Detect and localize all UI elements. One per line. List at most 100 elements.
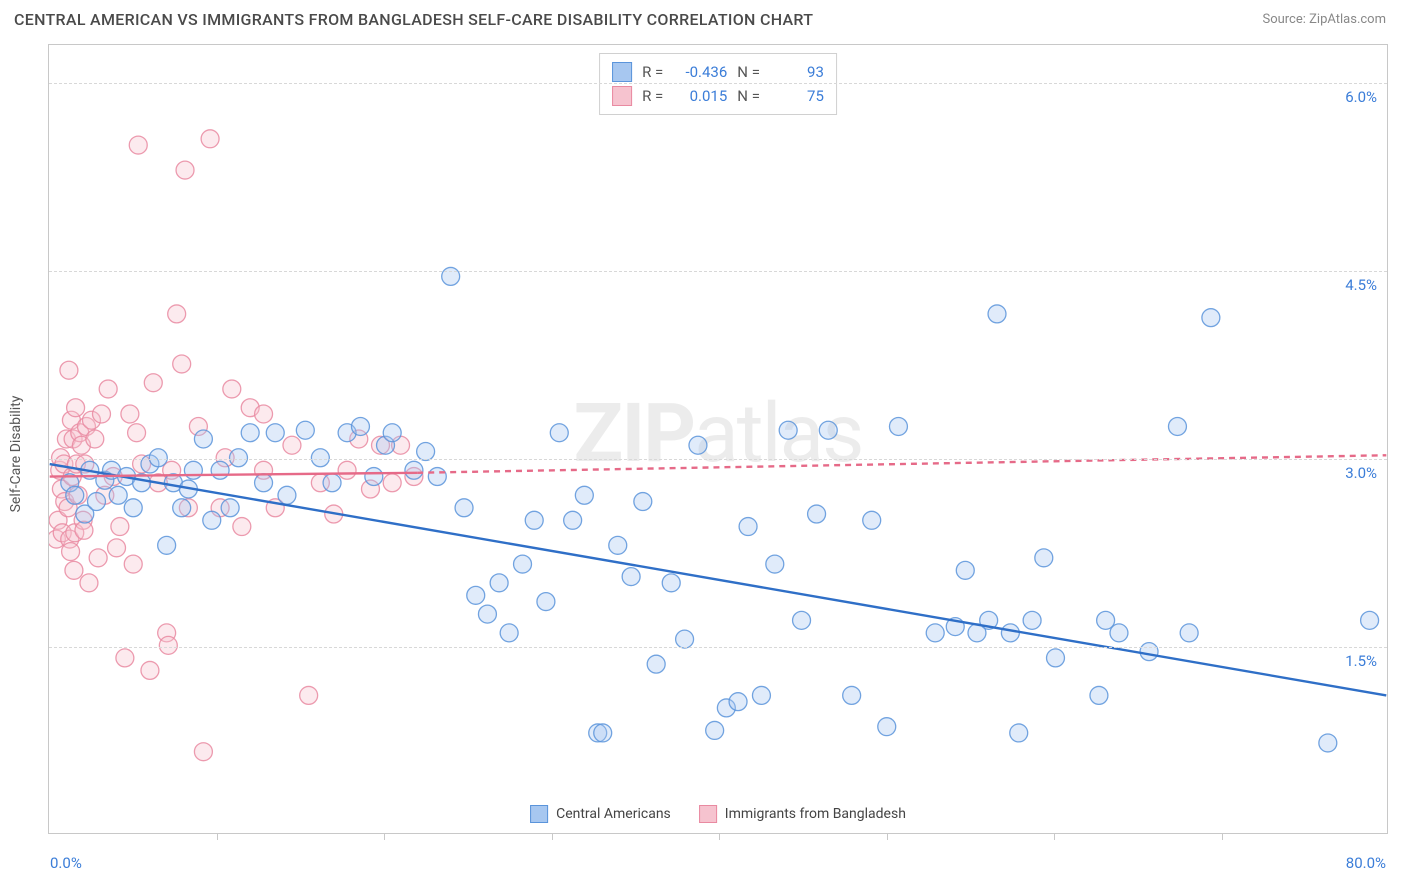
scatter-svg	[49, 45, 1387, 833]
y-tick-label: 3.0%	[1345, 464, 1377, 482]
blue-point	[564, 511, 582, 529]
source-label: Source: ZipAtlas.com	[1262, 12, 1386, 27]
blue-point	[622, 568, 640, 586]
blue-point	[500, 624, 518, 642]
x-tick	[384, 833, 385, 840]
stat-label: N =	[737, 84, 760, 108]
pink-point	[283, 436, 301, 454]
blue-point	[1090, 686, 1108, 704]
y-axis-label: Self-Care Disability	[8, 396, 24, 513]
gridline	[49, 83, 1387, 84]
blue-point	[1010, 724, 1028, 742]
blue-point	[843, 686, 861, 704]
x-axis-min-label: 0.0%	[50, 854, 82, 872]
blue-point	[1180, 624, 1198, 642]
blue-point	[1110, 624, 1128, 642]
blue-point	[594, 724, 612, 742]
blue-point	[752, 686, 770, 704]
pink-point	[129, 136, 147, 154]
pink-point	[93, 405, 111, 423]
blue-point	[478, 605, 496, 623]
legend-stats-row: R = -0.436 N = 93	[612, 60, 824, 84]
blue-point	[124, 499, 142, 517]
blue-point	[278, 486, 296, 504]
pink-point	[383, 474, 401, 492]
blue-point	[739, 518, 757, 536]
pink-point	[233, 518, 251, 536]
pink-point	[75, 521, 93, 539]
blue-point	[634, 493, 652, 511]
pink-point	[141, 661, 159, 679]
x-axis-max-label: 80.0%	[1346, 854, 1386, 872]
blue-point	[296, 421, 314, 439]
pink-point	[65, 561, 83, 579]
blue-point	[689, 436, 707, 454]
legend-swatch-pink	[612, 86, 632, 106]
gridline	[49, 459, 1387, 460]
x-tick	[719, 833, 720, 840]
pink-point	[62, 543, 80, 561]
blue-point	[158, 536, 176, 554]
blue-point	[662, 574, 680, 592]
blue-point	[1001, 624, 1019, 642]
legend-swatch-blue	[612, 62, 632, 82]
blue-point	[1140, 643, 1158, 661]
footer-legend-label: Central Americans	[556, 806, 671, 822]
x-tick	[552, 833, 553, 840]
blue-point	[1202, 309, 1220, 327]
pink-point	[89, 549, 107, 567]
blue-point	[537, 593, 555, 611]
pink-point	[108, 539, 126, 557]
blue-point	[66, 486, 84, 504]
pink-point	[116, 649, 134, 667]
blue-point	[405, 461, 423, 479]
blue-point	[988, 305, 1006, 323]
legend-stats-row: R = 0.015 N = 75	[612, 84, 824, 108]
stat-value: 0.015	[673, 84, 727, 108]
blue-point	[1168, 418, 1186, 436]
pink-point	[128, 424, 146, 442]
blue-point	[455, 499, 473, 517]
footer-legend: Central Americans Immigrants from Bangla…	[530, 805, 906, 823]
pink-point	[338, 461, 356, 479]
gridline	[49, 647, 1387, 648]
blue-point	[863, 511, 881, 529]
blue-point	[383, 424, 401, 442]
legend-swatch-pink	[699, 805, 717, 823]
footer-legend-item: Central Americans	[530, 805, 671, 823]
y-tick-label: 1.5%	[1345, 652, 1377, 670]
footer-legend-label: Immigrants from Bangladesh	[725, 806, 906, 822]
blue-point	[525, 511, 543, 529]
blue-point	[211, 461, 229, 479]
stat-value: 93	[770, 60, 824, 84]
blue-trendline	[50, 464, 1387, 695]
blue-point	[149, 449, 167, 467]
blue-point	[793, 611, 811, 629]
blue-point	[956, 561, 974, 579]
stat-label: R =	[642, 84, 663, 108]
y-tick-label: 4.5%	[1345, 276, 1377, 294]
blue-point	[1035, 549, 1053, 567]
blue-point	[808, 505, 826, 523]
blue-point	[194, 430, 212, 448]
x-tick	[1054, 833, 1055, 840]
blue-point	[230, 449, 248, 467]
blue-point	[417, 443, 435, 461]
blue-point	[729, 693, 747, 711]
blue-point	[311, 449, 329, 467]
pink-point	[99, 380, 117, 398]
pink-point	[300, 686, 318, 704]
y-tick-label: 6.0%	[1345, 88, 1377, 106]
blue-point	[1319, 734, 1337, 752]
blue-point	[203, 511, 221, 529]
blue-point	[88, 493, 106, 511]
chart-title: CENTRAL AMERICAN VS IMMIGRANTS FROM BANG…	[14, 10, 813, 29]
pink-point	[194, 743, 212, 761]
blue-point	[1361, 611, 1379, 629]
blue-point	[351, 418, 369, 436]
blue-point	[490, 574, 508, 592]
pink-point	[67, 399, 85, 417]
blue-point	[221, 499, 239, 517]
pink-point	[255, 405, 273, 423]
pink-point	[144, 374, 162, 392]
